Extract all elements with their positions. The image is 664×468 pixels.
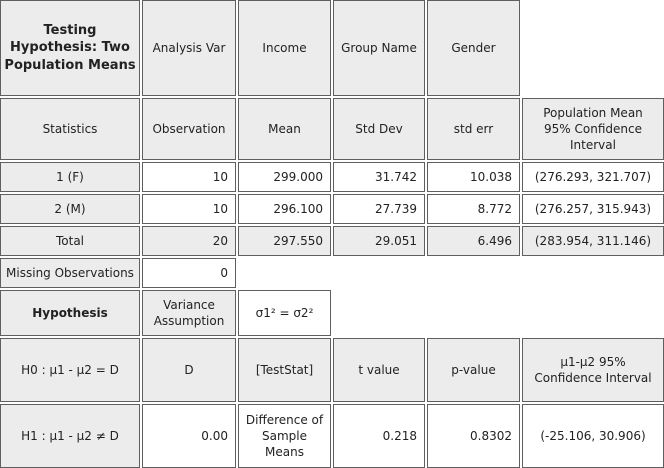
cell-mean: 297.550 bbox=[238, 226, 331, 256]
cell-mean: 299.000 bbox=[238, 162, 331, 192]
missing-observations-value-text: 0 bbox=[220, 265, 228, 280]
row-label: 1 (F) bbox=[0, 162, 140, 192]
col-std-dev-text: Std Dev bbox=[355, 121, 403, 136]
analysis-var-value: Income bbox=[238, 0, 331, 96]
cell-std-err-text: 8.772 bbox=[477, 201, 512, 216]
missing-observations-label: Missing Observations bbox=[0, 258, 140, 288]
table-title-text: Testing Hypothesis: Two Population Means bbox=[4, 22, 136, 73]
cell-confidence-interval-text: (276.257, 315.943) bbox=[534, 201, 652, 216]
col-confidence-interval: Population Mean 95% Confidence Interval bbox=[522, 98, 664, 160]
missing-observations-value: 0 bbox=[142, 258, 236, 288]
variance-assumption-label: Variance Assumption bbox=[142, 290, 236, 336]
col-observation-text: Observation bbox=[152, 121, 226, 136]
row-label-text: Total bbox=[55, 233, 85, 248]
cell-observation: 10 bbox=[142, 194, 236, 224]
analysis-var-value-text: Income bbox=[262, 40, 307, 55]
col-statistics: Statistics bbox=[0, 98, 140, 160]
group-name-value: Gender bbox=[427, 0, 520, 96]
cell-t-value-text: 0.218 bbox=[382, 428, 417, 443]
row-label-text: 2 (M) bbox=[54, 201, 86, 216]
group-name-label-text: Group Name bbox=[341, 40, 417, 55]
cell-std-err: 8.772 bbox=[427, 194, 520, 224]
col-statistics-text: Statistics bbox=[42, 121, 98, 136]
row-label: 2 (M) bbox=[0, 194, 140, 224]
cell-std-err: 6.496 bbox=[427, 226, 520, 256]
col-mean: Mean bbox=[238, 98, 331, 160]
variance-assumption-value: σ1² = σ2² bbox=[238, 290, 331, 336]
cell-d-value-text: 0.00 bbox=[201, 428, 228, 443]
hypothesis-label: Hypothesis bbox=[0, 290, 140, 336]
cell-confidence-interval: (283.954, 311.146) bbox=[522, 226, 664, 256]
analysis-var-label: Analysis Var bbox=[142, 0, 236, 96]
cell-d-value: 0.00 bbox=[142, 404, 236, 468]
hypothesis-label-text: Hypothesis bbox=[32, 305, 108, 320]
col-d: D bbox=[142, 338, 236, 402]
cell-std-err-text: 6.496 bbox=[477, 233, 512, 248]
alternative-hypothesis: H1 : μ1 - μ2 ≠ D bbox=[0, 404, 140, 468]
cell-p-value-text: 0.8302 bbox=[470, 428, 512, 443]
col-diff-confidence-interval: μ1-μ2 95% Confidence Interval bbox=[522, 338, 664, 402]
col-std-err: std err bbox=[427, 98, 520, 160]
cell-observation-text: 20 bbox=[212, 233, 228, 248]
cell-observation: 10 bbox=[142, 162, 236, 192]
col-t-value: t value bbox=[333, 338, 425, 402]
missing-observations-label-text: Missing Observations bbox=[6, 265, 134, 280]
cell-std-dev: 27.739 bbox=[333, 194, 425, 224]
cell-diff-confidence-interval-text: (-25.106, 30.906) bbox=[540, 428, 646, 443]
null-hypothesis: H0 : μ1 - μ2 = D bbox=[0, 338, 140, 402]
col-d-text: D bbox=[184, 362, 194, 377]
cell-std-dev-text: 27.739 bbox=[375, 201, 417, 216]
group-name-label: Group Name bbox=[333, 0, 425, 96]
cell-t-value: 0.218 bbox=[333, 404, 425, 468]
cell-std-dev: 31.742 bbox=[333, 162, 425, 192]
variance-assumption-label-text: Variance Assumption bbox=[153, 297, 225, 328]
col-t-value-text: t value bbox=[358, 362, 400, 377]
col-diff-confidence-interval-text: μ1-μ2 95% Confidence Interval bbox=[534, 354, 652, 385]
cell-mean: 296.100 bbox=[238, 194, 331, 224]
col-std-dev: Std Dev bbox=[333, 98, 425, 160]
analysis-var-label-text: Analysis Var bbox=[152, 40, 226, 55]
cell-teststat-value: Difference of Sample Means bbox=[238, 404, 331, 468]
cell-p-value: 0.8302 bbox=[427, 404, 520, 468]
cell-confidence-interval: (276.257, 315.943) bbox=[522, 194, 664, 224]
cell-confidence-interval-text: (283.954, 311.146) bbox=[534, 233, 652, 248]
cell-confidence-interval: (276.293, 321.707) bbox=[522, 162, 664, 192]
row-label: Total bbox=[0, 226, 140, 256]
cell-diff-confidence-interval: (-25.106, 30.906) bbox=[522, 404, 664, 468]
col-std-err-text: std err bbox=[453, 121, 494, 136]
cell-mean-text: 296.100 bbox=[273, 201, 323, 216]
alternative-hypothesis-text: H1 : μ1 - μ2 ≠ D bbox=[21, 428, 119, 443]
cell-mean-text: 299.000 bbox=[273, 169, 323, 184]
cell-observation: 20 bbox=[142, 226, 236, 256]
cell-confidence-interval-text: (276.293, 321.707) bbox=[534, 169, 652, 184]
cell-std-dev: 29.051 bbox=[333, 226, 425, 256]
col-teststat-text: [TestStat] bbox=[255, 362, 314, 377]
col-teststat: [TestStat] bbox=[238, 338, 331, 402]
col-p-value-text: p-value bbox=[451, 362, 496, 377]
cell-std-err: 10.038 bbox=[427, 162, 520, 192]
cell-mean-text: 297.550 bbox=[273, 233, 323, 248]
null-hypothesis-text: H0 : μ1 - μ2 = D bbox=[21, 362, 119, 377]
col-mean-text: Mean bbox=[268, 121, 301, 136]
cell-teststat-value-text: Difference of Sample Means bbox=[245, 412, 324, 460]
row-label-text: 1 (F) bbox=[56, 169, 84, 184]
table-title: Testing Hypothesis: Two Population Means bbox=[0, 0, 140, 96]
cell-observation-text: 10 bbox=[212, 201, 228, 216]
variance-assumption-value-text: σ1² = σ2² bbox=[255, 305, 314, 320]
group-name-value-text: Gender bbox=[451, 40, 496, 55]
col-p-value: p-value bbox=[427, 338, 520, 402]
cell-std-dev-text: 29.051 bbox=[375, 233, 417, 248]
cell-std-err-text: 10.038 bbox=[470, 169, 512, 184]
col-observation: Observation bbox=[142, 98, 236, 160]
cell-observation-text: 10 bbox=[212, 169, 228, 184]
cell-std-dev-text: 31.742 bbox=[375, 169, 417, 184]
col-confidence-interval-text: Population Mean 95% Confidence Interval bbox=[543, 105, 643, 153]
